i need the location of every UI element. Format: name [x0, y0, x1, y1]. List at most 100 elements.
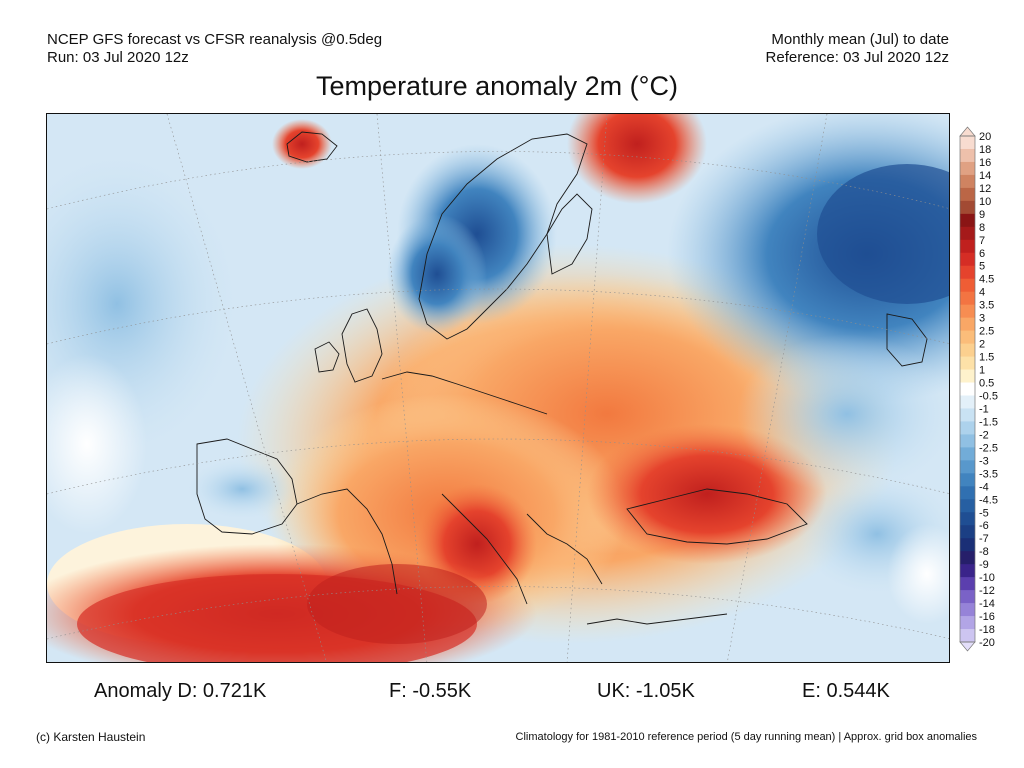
colorbar-segment: [960, 369, 975, 384]
graticule: [47, 114, 949, 662]
colorbar-tick-label: 3.5: [979, 300, 994, 312]
colorbar-tick-label: 14: [979, 170, 991, 182]
colorbar-tick-label: 7: [979, 235, 985, 247]
colorbar-segment: [960, 187, 975, 202]
colorbar-tick-label: 8: [979, 222, 985, 234]
colorbar-segment: [960, 330, 975, 345]
colorbar-tick-label: -16: [979, 611, 995, 623]
colorbar-tick-label: -3: [979, 455, 989, 467]
colorbar-tick-label: 0.5: [979, 378, 994, 390]
colorbar-tick-label: -14: [979, 598, 995, 610]
header-left: NCEP GFS forecast vs CFSR reanalysis @0.…: [47, 31, 382, 67]
colorbar-tick-label: -0.5: [979, 390, 998, 402]
colorbar-scale: 201816141210987654.543.532.521.510.5-0.5…: [959, 126, 998, 652]
colorbar-tick-label: -20: [979, 637, 995, 649]
colorbar-tick-label: -1.5: [979, 416, 998, 428]
colorbar-segment: [960, 395, 975, 409]
colorbar-segment: [960, 148, 975, 163]
colorbar-segment: [960, 252, 975, 267]
colorbar-tick-label: 10: [979, 196, 991, 208]
colorbar-segment: [960, 590, 975, 604]
colorbar-segment: [960, 473, 975, 487]
anomaly-map: [46, 113, 950, 663]
colorbar-segment: [960, 174, 975, 189]
colorbar-segment: [960, 356, 975, 371]
colorbar-segment: [960, 421, 975, 435]
colorbar-segment: [960, 577, 975, 591]
colorbar-tick-label: -3.5: [979, 468, 998, 480]
copyright: (c) Karsten Haustein: [36, 730, 146, 744]
colorbar-tick-label: -8: [979, 546, 989, 558]
colorbar-tick-label: -6: [979, 520, 989, 532]
colorbar-segment: [960, 629, 975, 643]
colorbar-tick-label: -9: [979, 559, 989, 571]
colorbar-segment: [960, 213, 975, 228]
colorbar-segment: [960, 317, 975, 332]
colorbar: 20 18 16 14 12 10 9 8 7 6 5 4.5 4 3.5 3 2.5 2 1.5 1 0.5 -0.5…: [958, 126, 1024, 652]
colorbar-segment: [960, 486, 975, 500]
colorbar-tick-label: -12: [979, 585, 995, 597]
colorbar-min-arrow: [959, 641, 976, 652]
colorbar-tick-label: -2.5: [979, 442, 998, 454]
colorbar-outline: [959, 135, 976, 643]
colorbar-segment: [960, 161, 975, 176]
colorbar-segment: [960, 525, 975, 539]
header-right: Monthly mean (Jul) to date Reference: 03…: [766, 31, 949, 67]
colorbar-tick-label: -18: [979, 624, 995, 636]
colorbar-segment: [960, 200, 975, 215]
colorbar-segment: [960, 460, 975, 474]
colorbar-tick-label: 2: [979, 339, 985, 351]
colorbar-tick-label: 4: [979, 287, 985, 299]
anomaly-uk: UK: -1.05K: [597, 680, 695, 702]
colorbar-segment: [960, 447, 975, 461]
area-anomalies: Anomaly D: 0.721K F: -0.55K UK: -1.05K E…: [0, 680, 1024, 706]
coastlines: [196, 131, 928, 625]
colorbar-segment: [960, 538, 975, 552]
anomaly-spain: E: 0.544K: [802, 680, 890, 702]
colorbar-segment: [960, 616, 975, 630]
run-time: Run: 03 Jul 2020 12z: [47, 49, 189, 66]
anomaly-field: [47, 114, 949, 662]
anomaly-france: F: -0.55K: [389, 680, 472, 702]
colorbar-segment: [960, 278, 975, 293]
colorbar-tick-label: 20: [979, 131, 991, 143]
colorbar-segment: [960, 564, 975, 578]
colorbar-tick-label: -10: [979, 572, 995, 584]
colorbar-segment: [960, 499, 975, 513]
colorbar-tick-label: 1: [979, 365, 985, 377]
model-description: NCEP GFS forecast vs CFSR reanalysis @0.…: [47, 31, 383, 48]
colorbar-segment: [960, 434, 975, 448]
colorbar-segment: [960, 265, 975, 280]
colorbar-segment: [960, 551, 975, 565]
colorbar-segment: [960, 136, 975, 150]
colorbar-tick-label: -1: [979, 403, 989, 415]
reference-time: Reference: 03 Jul 2020 12z: [765, 49, 949, 66]
colorbar-segment: [960, 239, 975, 254]
colorbar-tick-label: 12: [979, 183, 991, 195]
colorbar-segment: [960, 512, 975, 526]
colorbar-segment: [960, 343, 975, 358]
colorbar-tick-label: 6: [979, 248, 985, 260]
colorbar-segment: [960, 291, 975, 306]
anomaly-germany: Anomaly D: 0.721K: [94, 680, 267, 702]
colorbar-tick-label: -7: [979, 533, 989, 545]
map-title: Temperature anomaly 2m (°C): [316, 71, 678, 101]
colorbar-tick-label: 16: [979, 157, 991, 169]
colorbar-segment: [960, 382, 975, 396]
colorbar-tick-label: 1.5: [979, 352, 994, 364]
colorbar-tick-label: 3: [979, 313, 985, 325]
colorbar-tick-label: -5: [979, 507, 989, 519]
colorbar-tick-label: -4.5: [979, 494, 998, 506]
colorbar-segment: [960, 304, 975, 319]
colorbar-tick-label: 5: [979, 261, 985, 273]
colorbar-segment: [960, 408, 975, 422]
colorbar-max-arrow: [959, 126, 976, 137]
climatology-note: Climatology for 1981-2010 reference peri…: [515, 731, 977, 743]
colorbar-tick-label: -2: [979, 429, 989, 441]
colorbar-tick-label: 18: [979, 144, 991, 156]
colorbar-segment: [960, 226, 975, 241]
averaging-period: Monthly mean (Jul) to date: [771, 31, 949, 48]
colorbar-tick-label: 9: [979, 209, 985, 221]
colorbar-tick-label: 2.5: [979, 326, 994, 338]
colorbar-segment: [960, 603, 975, 617]
